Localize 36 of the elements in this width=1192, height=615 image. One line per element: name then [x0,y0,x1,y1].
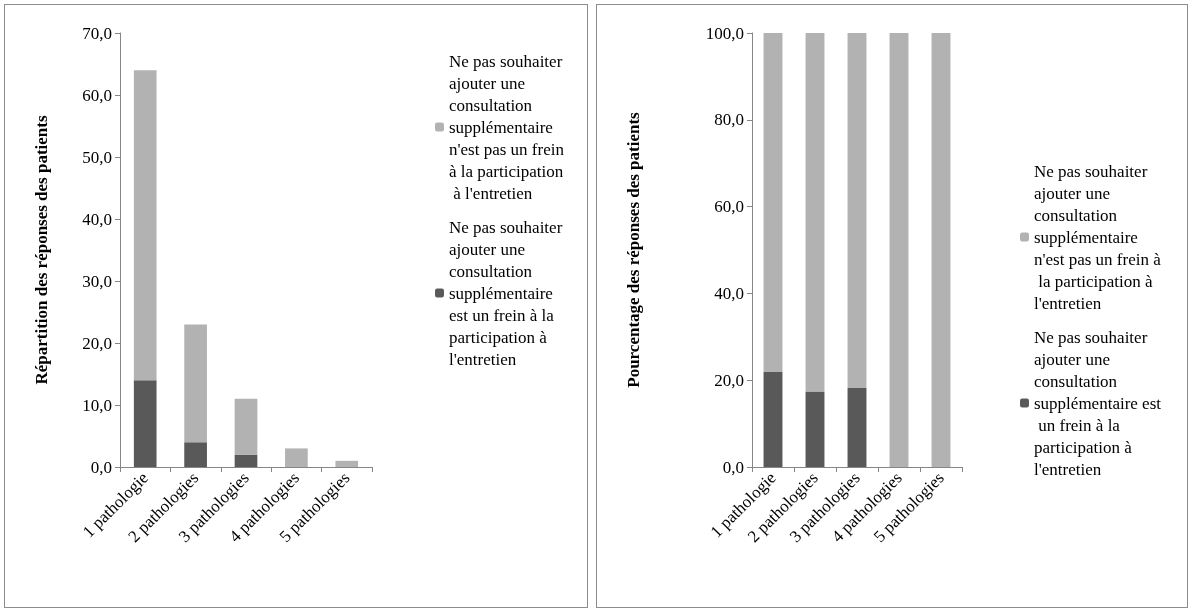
legend-label: Ne pas souhaiter ajouter une consultation supplémentaire n'est pas un frein à la participation à l'entretien [1034,161,1162,313]
legend-label: Ne pas souhaiter ajouter une consultation supplémentaire est un frein à la participation à l'entretien [449,217,567,369]
y-tick-label: 60,0 [82,85,112,105]
bar [184,442,207,467]
y-tick-label: 80,0 [714,110,744,130]
bar [931,33,951,467]
bar [234,398,258,455]
bar [184,324,207,443]
bar [133,380,157,467]
bar [847,33,867,389]
y-tick-label: 20,0 [82,333,112,353]
y-tick-label: 20,0 [714,370,744,390]
bar [847,388,867,467]
bar [805,33,825,392]
y-tick-label: 30,0 [82,271,112,291]
legend-label: Ne pas souhaiter ajouter une consultation supplémentaire est un frein à la participation à l'entretien [1034,327,1162,479]
bar [805,391,825,467]
y-tick-label: 70,0 [82,23,112,43]
y-axis-title: Répartition des réponses des patients [32,115,51,385]
bar [133,70,157,381]
bar [335,460,359,467]
y-axis-title: Pourcentage des réponses des patients [624,111,643,388]
y-tick-label: 60,0 [714,197,744,217]
bar [234,454,258,467]
bar [763,371,783,467]
bar [763,33,783,372]
bar [889,33,909,467]
y-tick-label: 40,0 [714,283,744,303]
bar [285,448,308,467]
legend-label: Ne pas souhaiter ajouter une consultation supplémentaire n'est pas un frein à la participation à l'entretien [449,51,569,203]
y-tick-label: 40,0 [82,209,112,229]
y-tick-label: 10,0 [82,395,112,415]
y-tick-label: 0,0 [90,457,112,477]
y-tick-label: 50,0 [82,147,112,167]
y-tick-label: 100,0 [705,23,744,43]
y-tick-label: 0,0 [722,457,744,477]
